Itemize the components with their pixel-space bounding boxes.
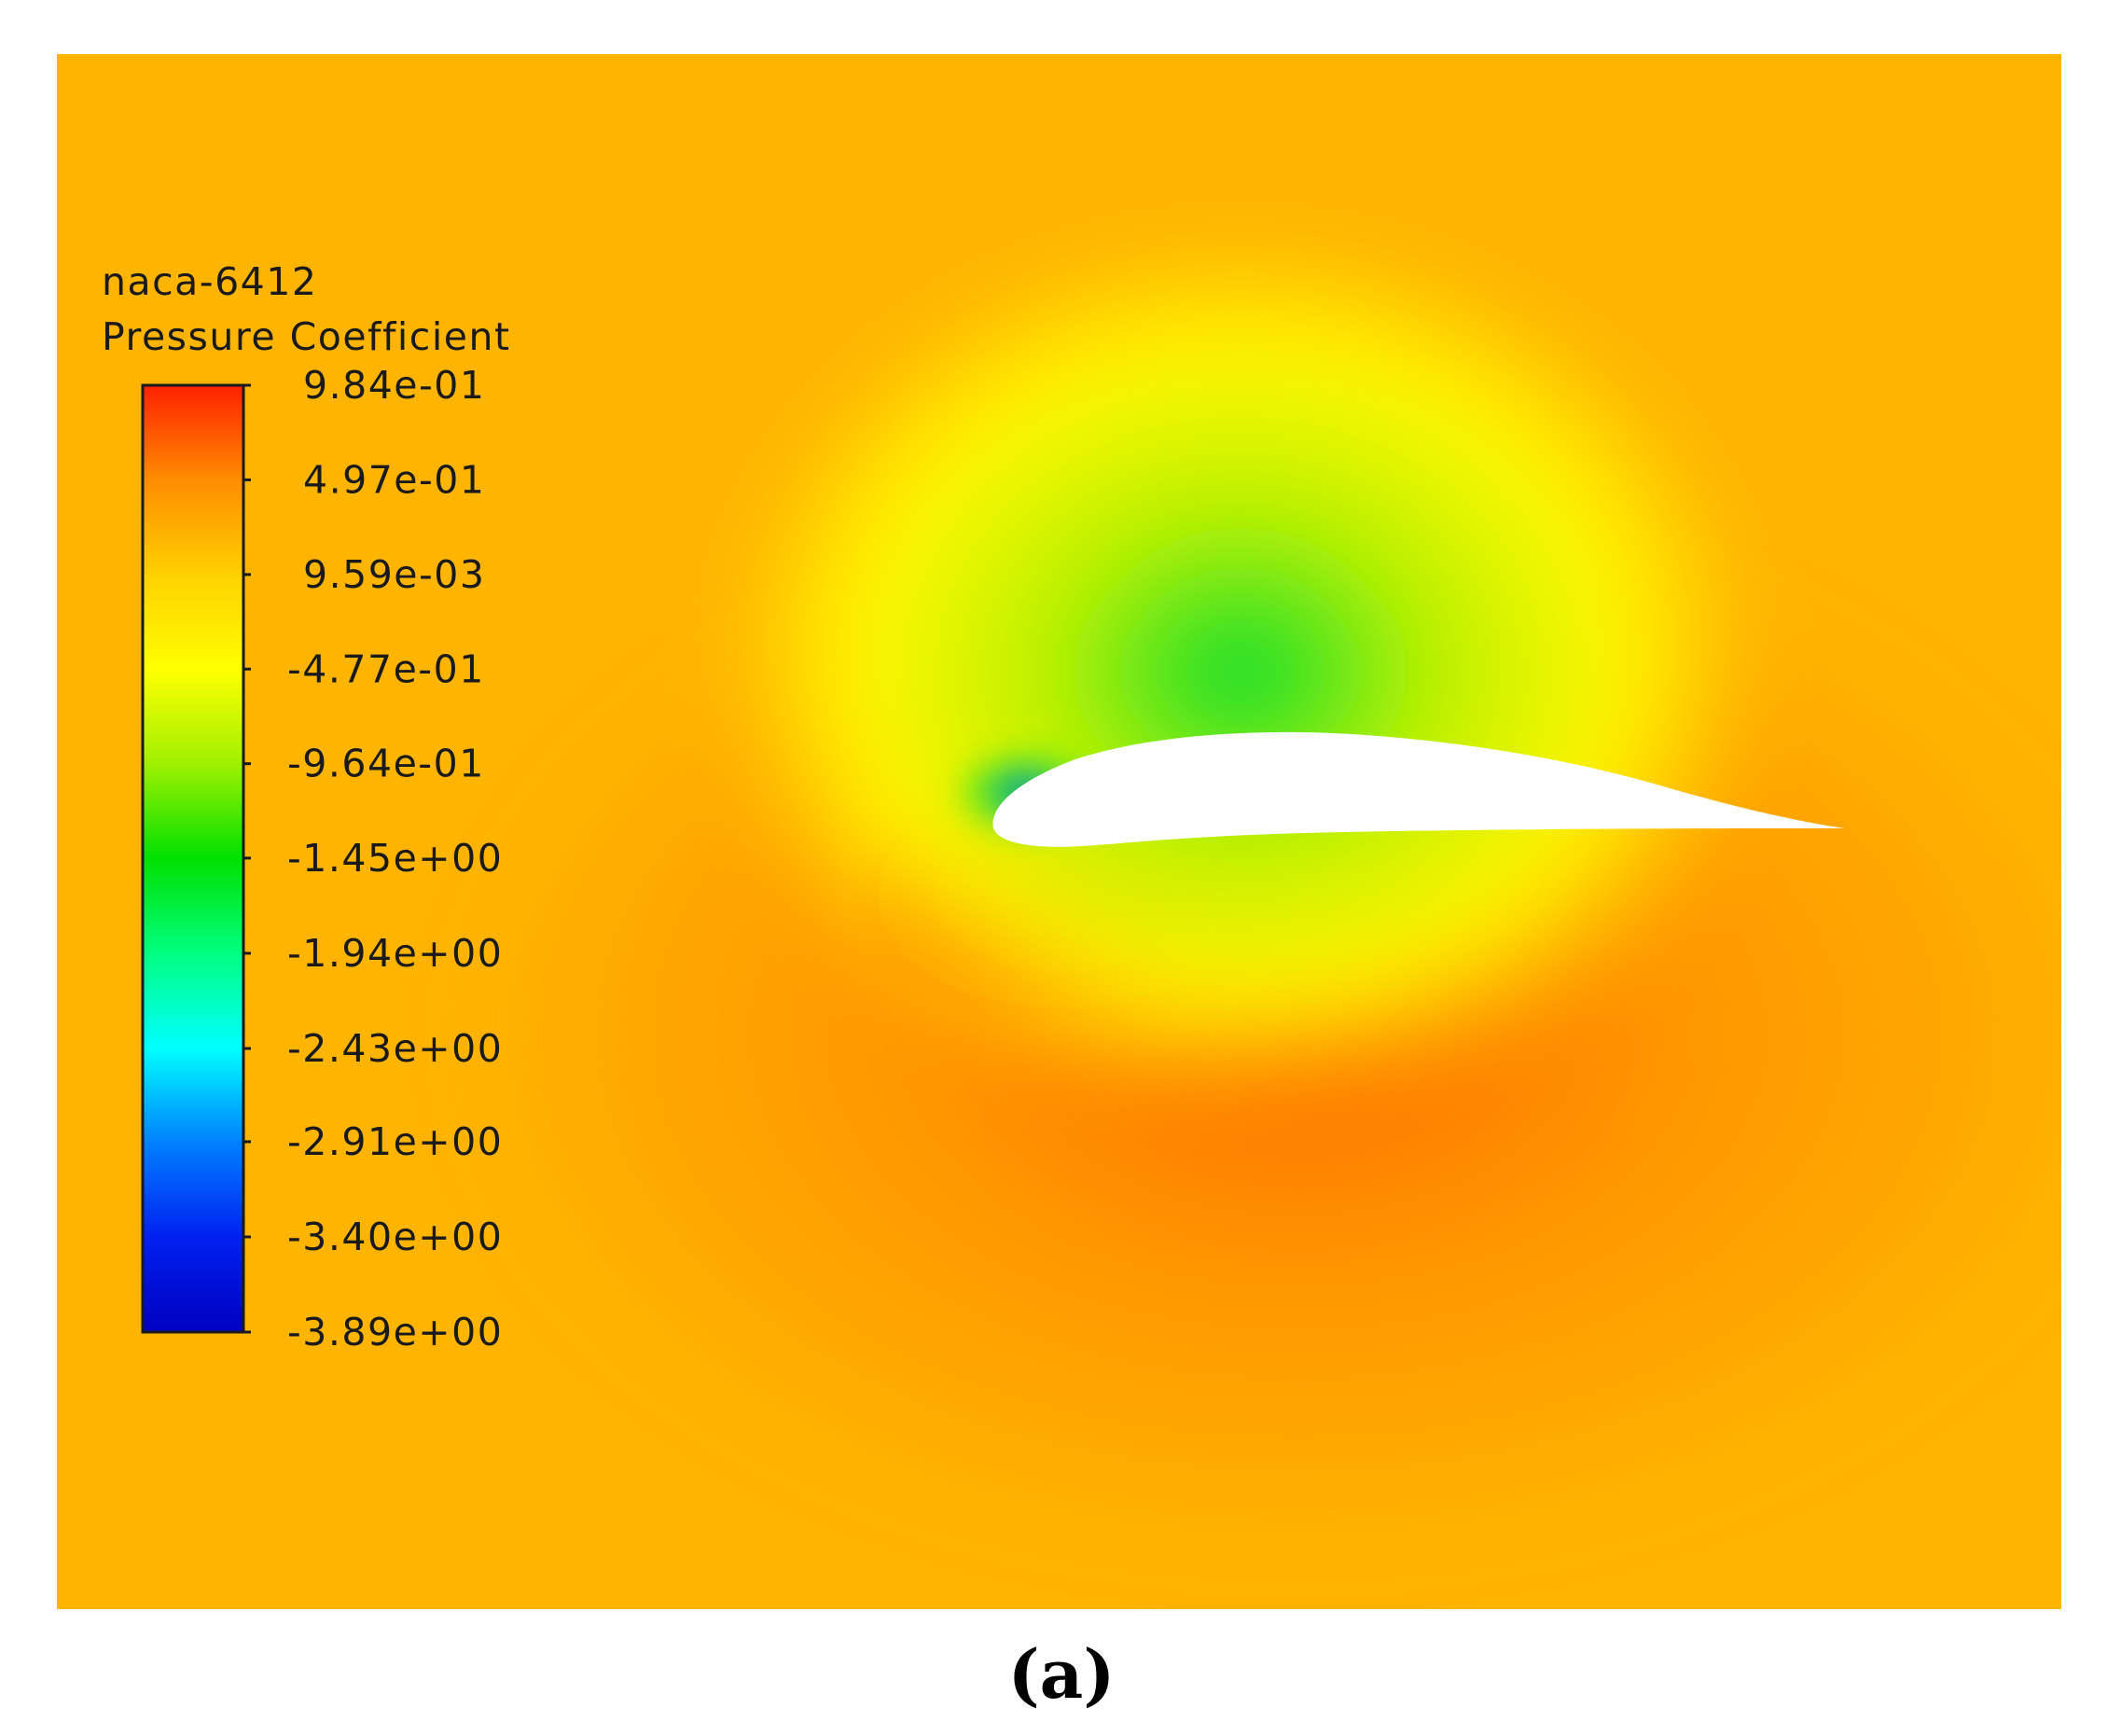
legend-quantity-label: Pressure Coefficient <box>102 314 511 359</box>
colorbar-tick-label: 9.59e-03 <box>303 552 485 597</box>
figure-caption: (a) <box>1008 1634 1116 1714</box>
colorbar-tick-label: -1.94e+00 <box>287 931 503 976</box>
colorbar-ticks: 9.84e-01 4.97e-01 9.59e-03 -4.77e-01 -9.64e-… <box>243 363 503 1354</box>
colorbar-tick-label: 9.84e-01 <box>303 363 485 408</box>
colorbar-tick-label: 4.97e-01 <box>303 457 485 502</box>
colorbar-tick-label: -4.77e-01 <box>287 646 485 691</box>
colorbar: naca-6412 Pressure Coefficient 9.84e-01 4… <box>102 259 511 1354</box>
suction-side-region <box>718 233 1763 1110</box>
colorbar-tick-label: -9.64e-01 <box>287 742 485 786</box>
colorbar-tick-label: -1.45e+00 <box>287 836 503 881</box>
colorbar-tick-label: -3.40e+00 <box>287 1215 503 1259</box>
colorbar-tick-label: -3.89e+00 <box>287 1310 503 1354</box>
contour-plot <box>57 54 2061 1609</box>
colorbar-tick-label: -2.91e+00 <box>287 1119 503 1164</box>
colorbar-rect <box>141 383 245 1334</box>
legend-title: naca-6412 <box>102 259 317 304</box>
naca-6412-airfoil <box>992 731 1845 847</box>
colorbar-tick-label: -2.43e+00 <box>287 1026 503 1071</box>
